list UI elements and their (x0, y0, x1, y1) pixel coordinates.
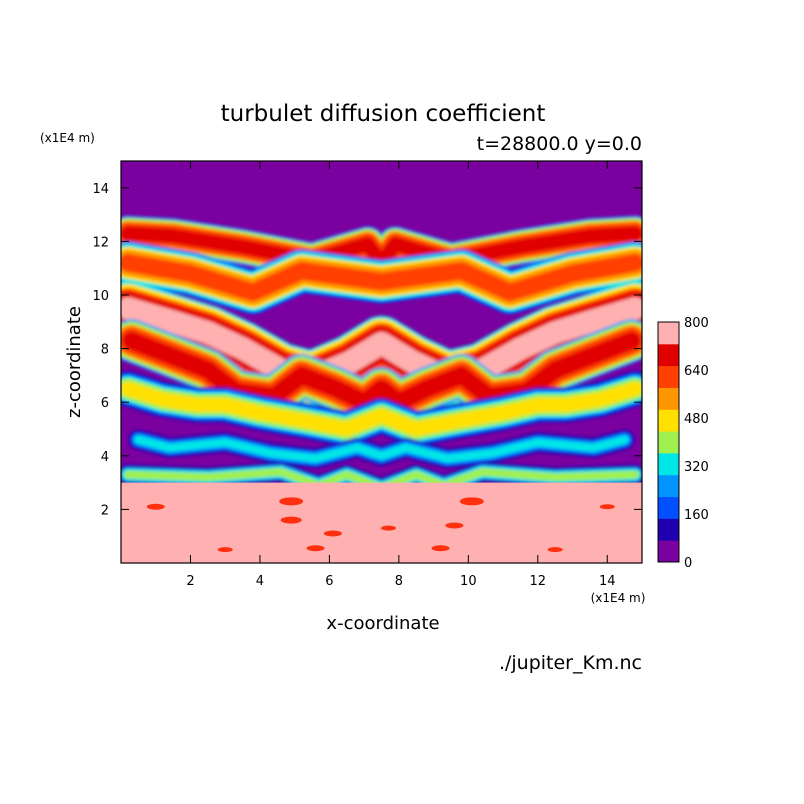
colorbar-segment (658, 496, 679, 519)
lower-layer-spot (380, 525, 396, 531)
colorbar-tick-label: 640 (684, 364, 709, 379)
colorbar-tick-label: 0 (684, 556, 692, 571)
x-axis-label: x-coordinate (326, 613, 439, 634)
colorbar-segment (658, 365, 679, 388)
y-tick-label: 2 (101, 503, 109, 518)
lower-layer-spot (459, 497, 484, 506)
y-tick-label: 6 (101, 396, 109, 411)
colorbar-tick-label: 800 (684, 316, 709, 331)
colorbar-segment (658, 452, 679, 476)
contour-plot (121, 161, 642, 563)
x-tick-label: 14 (599, 574, 616, 589)
lower-layer-spot (599, 504, 615, 510)
colorbar-segment (658, 518, 679, 541)
y-unit-label: (x1E4 m) (40, 131, 95, 145)
lower-layer-spot (306, 545, 325, 552)
colorbar-segment (658, 343, 679, 367)
contour-band-5 (134, 435, 629, 463)
chart-title: turbulet diffusion coefficient (221, 101, 546, 127)
lower-layer-spots (146, 497, 615, 553)
x-tick-label: 12 (530, 574, 547, 589)
y-tick-label: 12 (92, 235, 109, 250)
source-file-label: ./jupiter_Km.nc (499, 652, 642, 674)
y-axis: 2 4 6 8 10 12 14 (92, 182, 642, 518)
lower-layer-spot (217, 547, 233, 553)
x-unit-label: (x1E4 m) (591, 591, 646, 605)
x-tick-label: 10 (460, 574, 477, 589)
lower-layer-spot (146, 503, 165, 510)
lower-layer-spot (279, 497, 304, 506)
colorbar-segment (658, 322, 679, 345)
colorbar-segment (658, 387, 679, 410)
x-axis: 2 4 6 8 10 12 14 (186, 161, 616, 589)
y-tick-label: 10 (92, 289, 109, 304)
colorbar-tick-label: 480 (684, 412, 709, 427)
contour-bands (121, 215, 642, 498)
lower-layer-spot (431, 545, 450, 552)
lower-layer-spot (280, 516, 302, 524)
y-axis-label: z-coordinate (64, 306, 85, 418)
lower-layer-spot (445, 522, 464, 529)
y-tick-label: 14 (92, 182, 109, 197)
colorbar-segment (658, 409, 679, 432)
x-tick-label: 4 (256, 574, 264, 589)
colorbar-tick-label: 160 (684, 508, 709, 523)
lower-layer-spot (547, 547, 563, 553)
lower-layer-spot (323, 530, 342, 537)
colorbar-tick-label: 320 (684, 460, 709, 475)
colorbar-segment (658, 474, 679, 498)
y-tick-label: 8 (101, 343, 109, 358)
contour-band-3 (122, 331, 641, 412)
x-tick-label: 2 (186, 574, 194, 589)
y-tick-label: 4 (101, 450, 109, 465)
colorbar-segment (658, 540, 679, 563)
colorbar-frame (657, 321, 680, 563)
lower-layer (121, 482, 642, 563)
contour-band-2 (121, 297, 642, 390)
colorbar-segment (658, 431, 679, 454)
x-tick-label: 6 (325, 574, 333, 589)
colorbar: 0 160 320 480 640 800 (657, 316, 709, 571)
contour-band-1 (121, 253, 642, 302)
chart-subtitle: t=28800.0 y=0.0 (477, 133, 642, 155)
plot-frame (120, 160, 643, 564)
x-tick-label: 8 (395, 574, 403, 589)
contour-band-4 (121, 381, 642, 437)
